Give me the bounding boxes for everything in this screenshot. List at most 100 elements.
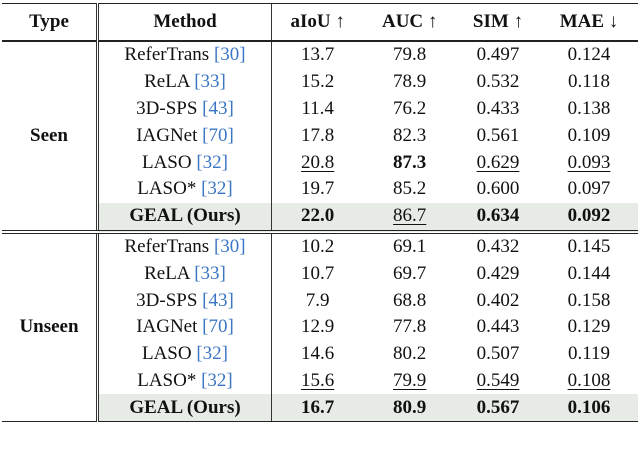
value: 0.109 — [567, 124, 611, 146]
value-cell: 0.097 — [540, 176, 638, 203]
value: 0.108 — [567, 369, 611, 391]
value-cell: 87.3 — [363, 149, 456, 176]
value-cell: 68.8 — [363, 287, 456, 314]
value-cell: 0.433 — [456, 96, 540, 123]
value: 77.8 — [393, 316, 427, 338]
value: 78.9 — [393, 71, 427, 93]
value: 12.9 — [301, 316, 335, 338]
method-name: ReLA — [144, 71, 190, 93]
value: 69.7 — [393, 262, 427, 284]
value: 13.7 — [301, 44, 335, 66]
method-name: GEAL (Ours) — [129, 396, 241, 418]
value: 68.8 — [393, 289, 427, 311]
value: 0.629 — [476, 151, 520, 173]
method-cell: IAGNet [70] — [97, 122, 272, 150]
method-cell: GEAL (Ours) — [97, 202, 272, 232]
method-name: 3D-SPS — [136, 97, 198, 119]
value: 14.6 — [301, 343, 335, 365]
method-cell: LASO [32] — [97, 149, 272, 176]
method-cell: IAGNet [70] — [97, 313, 272, 341]
table-body: Seen ReferTrans [30] 13.7 79.8 0.497 0.124 ReL… — [2, 41, 638, 423]
value: 0.433 — [476, 97, 520, 119]
citation: [32] — [201, 178, 233, 200]
value-cell: 79.8 — [363, 41, 456, 69]
table-row: Seen ReferTrans [30] 13.7 79.8 0.497 0.124 — [2, 41, 638, 232]
method-name: GEAL (Ours) — [129, 205, 241, 227]
table-row: LASO [32] 14.6 80.2 0.507 0.119 — [2, 340, 638, 368]
value-cell: 0.634 — [456, 202, 540, 232]
citation: [32] — [201, 369, 233, 391]
value-cell: 10.2 — [271, 229, 364, 261]
citation: [32] — [196, 343, 229, 365]
value-cell: 0.119 — [540, 341, 638, 368]
value-cell: 17.8 — [272, 122, 364, 149]
value: 15.6 — [301, 369, 335, 391]
value-cell: 0.106 — [539, 394, 638, 423]
value: 0.497 — [476, 44, 520, 66]
method-cell: 3D-SPS [43] — [97, 95, 272, 123]
value: 0.567 — [476, 396, 520, 418]
value-cell: 0.443 — [456, 314, 540, 341]
value-cell: 0.158 — [540, 287, 638, 314]
value-cell: 0.093 — [540, 149, 638, 176]
value-cell: 0.145 — [539, 229, 638, 261]
citation: [30] — [213, 235, 246, 257]
table-row: GEAL (Ours) 16.7 80.9 0.567 0.106 — [2, 394, 638, 423]
value: 79.8 — [393, 44, 427, 66]
value-cell: 11.4 — [272, 96, 364, 123]
value: 80.2 — [393, 343, 427, 365]
method-name: LASO — [141, 343, 192, 365]
method-name: LASO* — [137, 369, 197, 391]
citation: [32] — [196, 151, 229, 173]
value-cell: 79.9 — [363, 368, 456, 395]
value: 69.1 — [393, 235, 427, 257]
method-cell: ReferTrans [30] — [97, 41, 272, 69]
value: 10.2 — [301, 235, 335, 257]
value-cell: 0.561 — [456, 122, 540, 149]
method-name: ReferTrans — [124, 235, 210, 257]
column-header: SIM ↑ — [456, 3, 540, 42]
table-row: ReLA [33] 10.7 69.7 0.429 0.144 — [2, 260, 638, 288]
value-cell: 15.6 — [272, 368, 364, 395]
results-table: Type Method aIoU ↑ AUC ↑ SIM ↑ MAE ↓ Seen Refer… — [2, 3, 638, 423]
value: 0.138 — [567, 97, 611, 119]
value-cell: 80.9 — [363, 394, 457, 423]
column-header: Method — [97, 3, 272, 42]
citation: [33] — [194, 71, 226, 93]
column-header: MAE ↓ — [539, 3, 638, 42]
value-cell: 0.109 — [540, 122, 638, 149]
value-cell: 22.0 — [271, 202, 364, 232]
value-cell: 0.432 — [456, 229, 540, 261]
value: 0.124 — [567, 44, 611, 66]
header-row: Type Method aIoU ↑ AUC ↑ SIM ↑ MAE ↓ — [2, 3, 638, 42]
citation: [43] — [202, 289, 234, 311]
value: 0.443 — [476, 316, 520, 338]
method-name: ReferTrans — [124, 44, 210, 66]
table-row: Unseen ReferTrans [30] 10.2 69.1 0.432 0.145 — [2, 229, 638, 423]
value: 0.118 — [567, 71, 610, 93]
table-row: GEAL (Ours) 22.0 86.7 0.634 0.092 — [2, 202, 638, 232]
method-cell: LASO* [32] — [97, 367, 272, 395]
value: 79.9 — [393, 369, 427, 391]
value-cell: 0.567 — [456, 394, 540, 423]
table-row: LASO* [32] 19.7 85.2 0.600 0.097 — [2, 175, 638, 203]
table-row: 3D-SPS [43] 11.4 76.2 0.433 0.138 — [2, 95, 638, 123]
value-cell: 0.108 — [540, 368, 638, 395]
citation: [70] — [202, 316, 234, 338]
method-cell: ReLA [33] — [97, 68, 272, 96]
value-cell: 0.629 — [456, 149, 540, 176]
value-cell: 86.7 — [363, 202, 457, 232]
value-cell: 85.2 — [363, 176, 456, 203]
column-header: AUC ↑ — [363, 3, 457, 42]
value: 10.7 — [301, 262, 335, 284]
value-cell: 13.7 — [272, 41, 364, 69]
value-cell: 69.1 — [363, 229, 457, 261]
value: 0.507 — [476, 343, 520, 365]
value-cell: 76.2 — [363, 96, 456, 123]
value-cell: 78.9 — [363, 69, 456, 96]
value: 85.2 — [393, 178, 427, 200]
table-row: LASO [32] 20.8 87.3 0.629 0.093 — [2, 149, 638, 176]
value-cell: 0.532 — [456, 69, 540, 96]
citation: [43] — [202, 97, 234, 119]
method-cell: LASO [32] — [97, 340, 272, 368]
